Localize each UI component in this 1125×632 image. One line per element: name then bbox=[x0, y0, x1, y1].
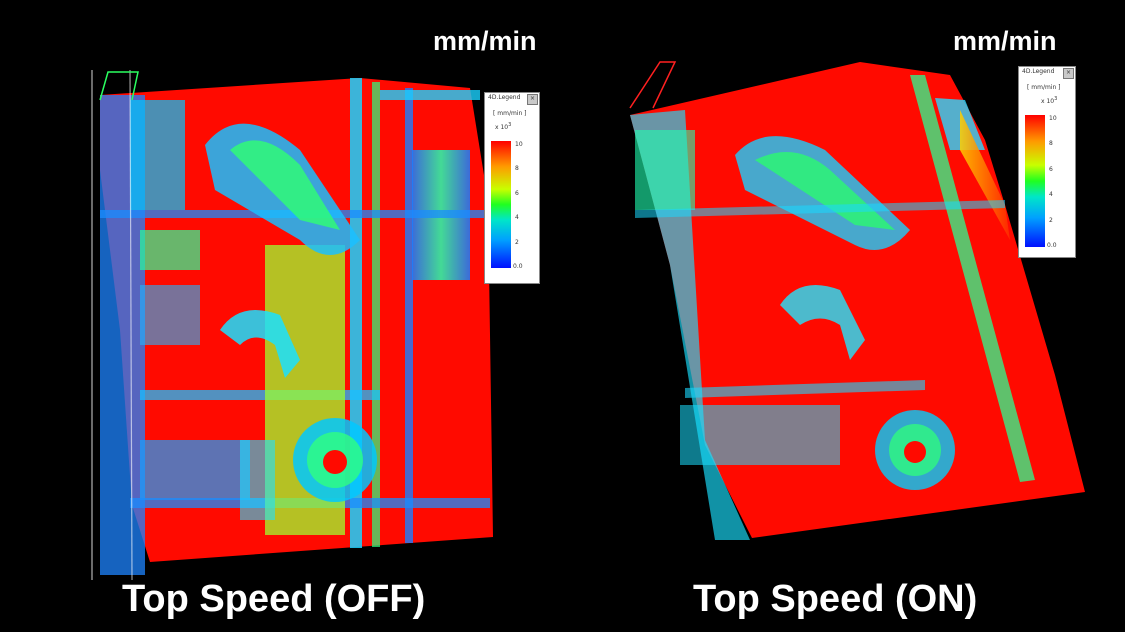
legend-tick: 4 bbox=[1049, 191, 1053, 198]
legend-tick: 6 bbox=[515, 190, 519, 197]
legend-color-bar bbox=[1025, 115, 1045, 247]
color-legend-right: 4D.Legend × [ mm/min ] x 103 10 8 6 4 2 … bbox=[1018, 66, 1076, 258]
legend-tick: 8 bbox=[1049, 140, 1053, 147]
color-legend-left: 4D.Legend × [ mm/min ] x 103 10 8 6 4 2 … bbox=[484, 92, 540, 284]
legend-tick: 10 bbox=[1049, 115, 1057, 122]
legend-tick: 6 bbox=[1049, 166, 1053, 173]
caption-top-speed-off: Top Speed (OFF) bbox=[122, 578, 426, 620]
legend-tick: 0.0 bbox=[1047, 242, 1057, 249]
unit-label-right: mm/min bbox=[953, 26, 1057, 56]
legend-units: [ mm/min ] bbox=[1027, 84, 1061, 91]
caption-top-speed-on: Top Speed (ON) bbox=[693, 578, 978, 620]
legend-title: 4D.Legend bbox=[488, 94, 521, 101]
legend-scale: x 103 bbox=[1041, 96, 1058, 105]
close-icon[interactable]: × bbox=[1063, 68, 1074, 79]
close-icon[interactable]: × bbox=[527, 94, 538, 105]
legend-color-bar bbox=[491, 141, 511, 268]
legend-units: [ mm/min ] bbox=[493, 110, 527, 117]
legend-tick: 8 bbox=[515, 165, 519, 172]
legend-tick: 10 bbox=[515, 141, 523, 148]
legend-tick: 2 bbox=[1049, 217, 1053, 224]
legend-tick: 4 bbox=[515, 214, 519, 221]
legend-scale: x 103 bbox=[495, 122, 512, 131]
legend-tick: 2 bbox=[515, 239, 519, 246]
unit-label-left: mm/min bbox=[433, 26, 537, 56]
legend-tick: 0.0 bbox=[513, 263, 523, 270]
feedrate-map-off bbox=[91, 69, 493, 580]
feedrate-map-on bbox=[629, 61, 1085, 540]
legend-title: 4D.Legend bbox=[1022, 68, 1055, 75]
